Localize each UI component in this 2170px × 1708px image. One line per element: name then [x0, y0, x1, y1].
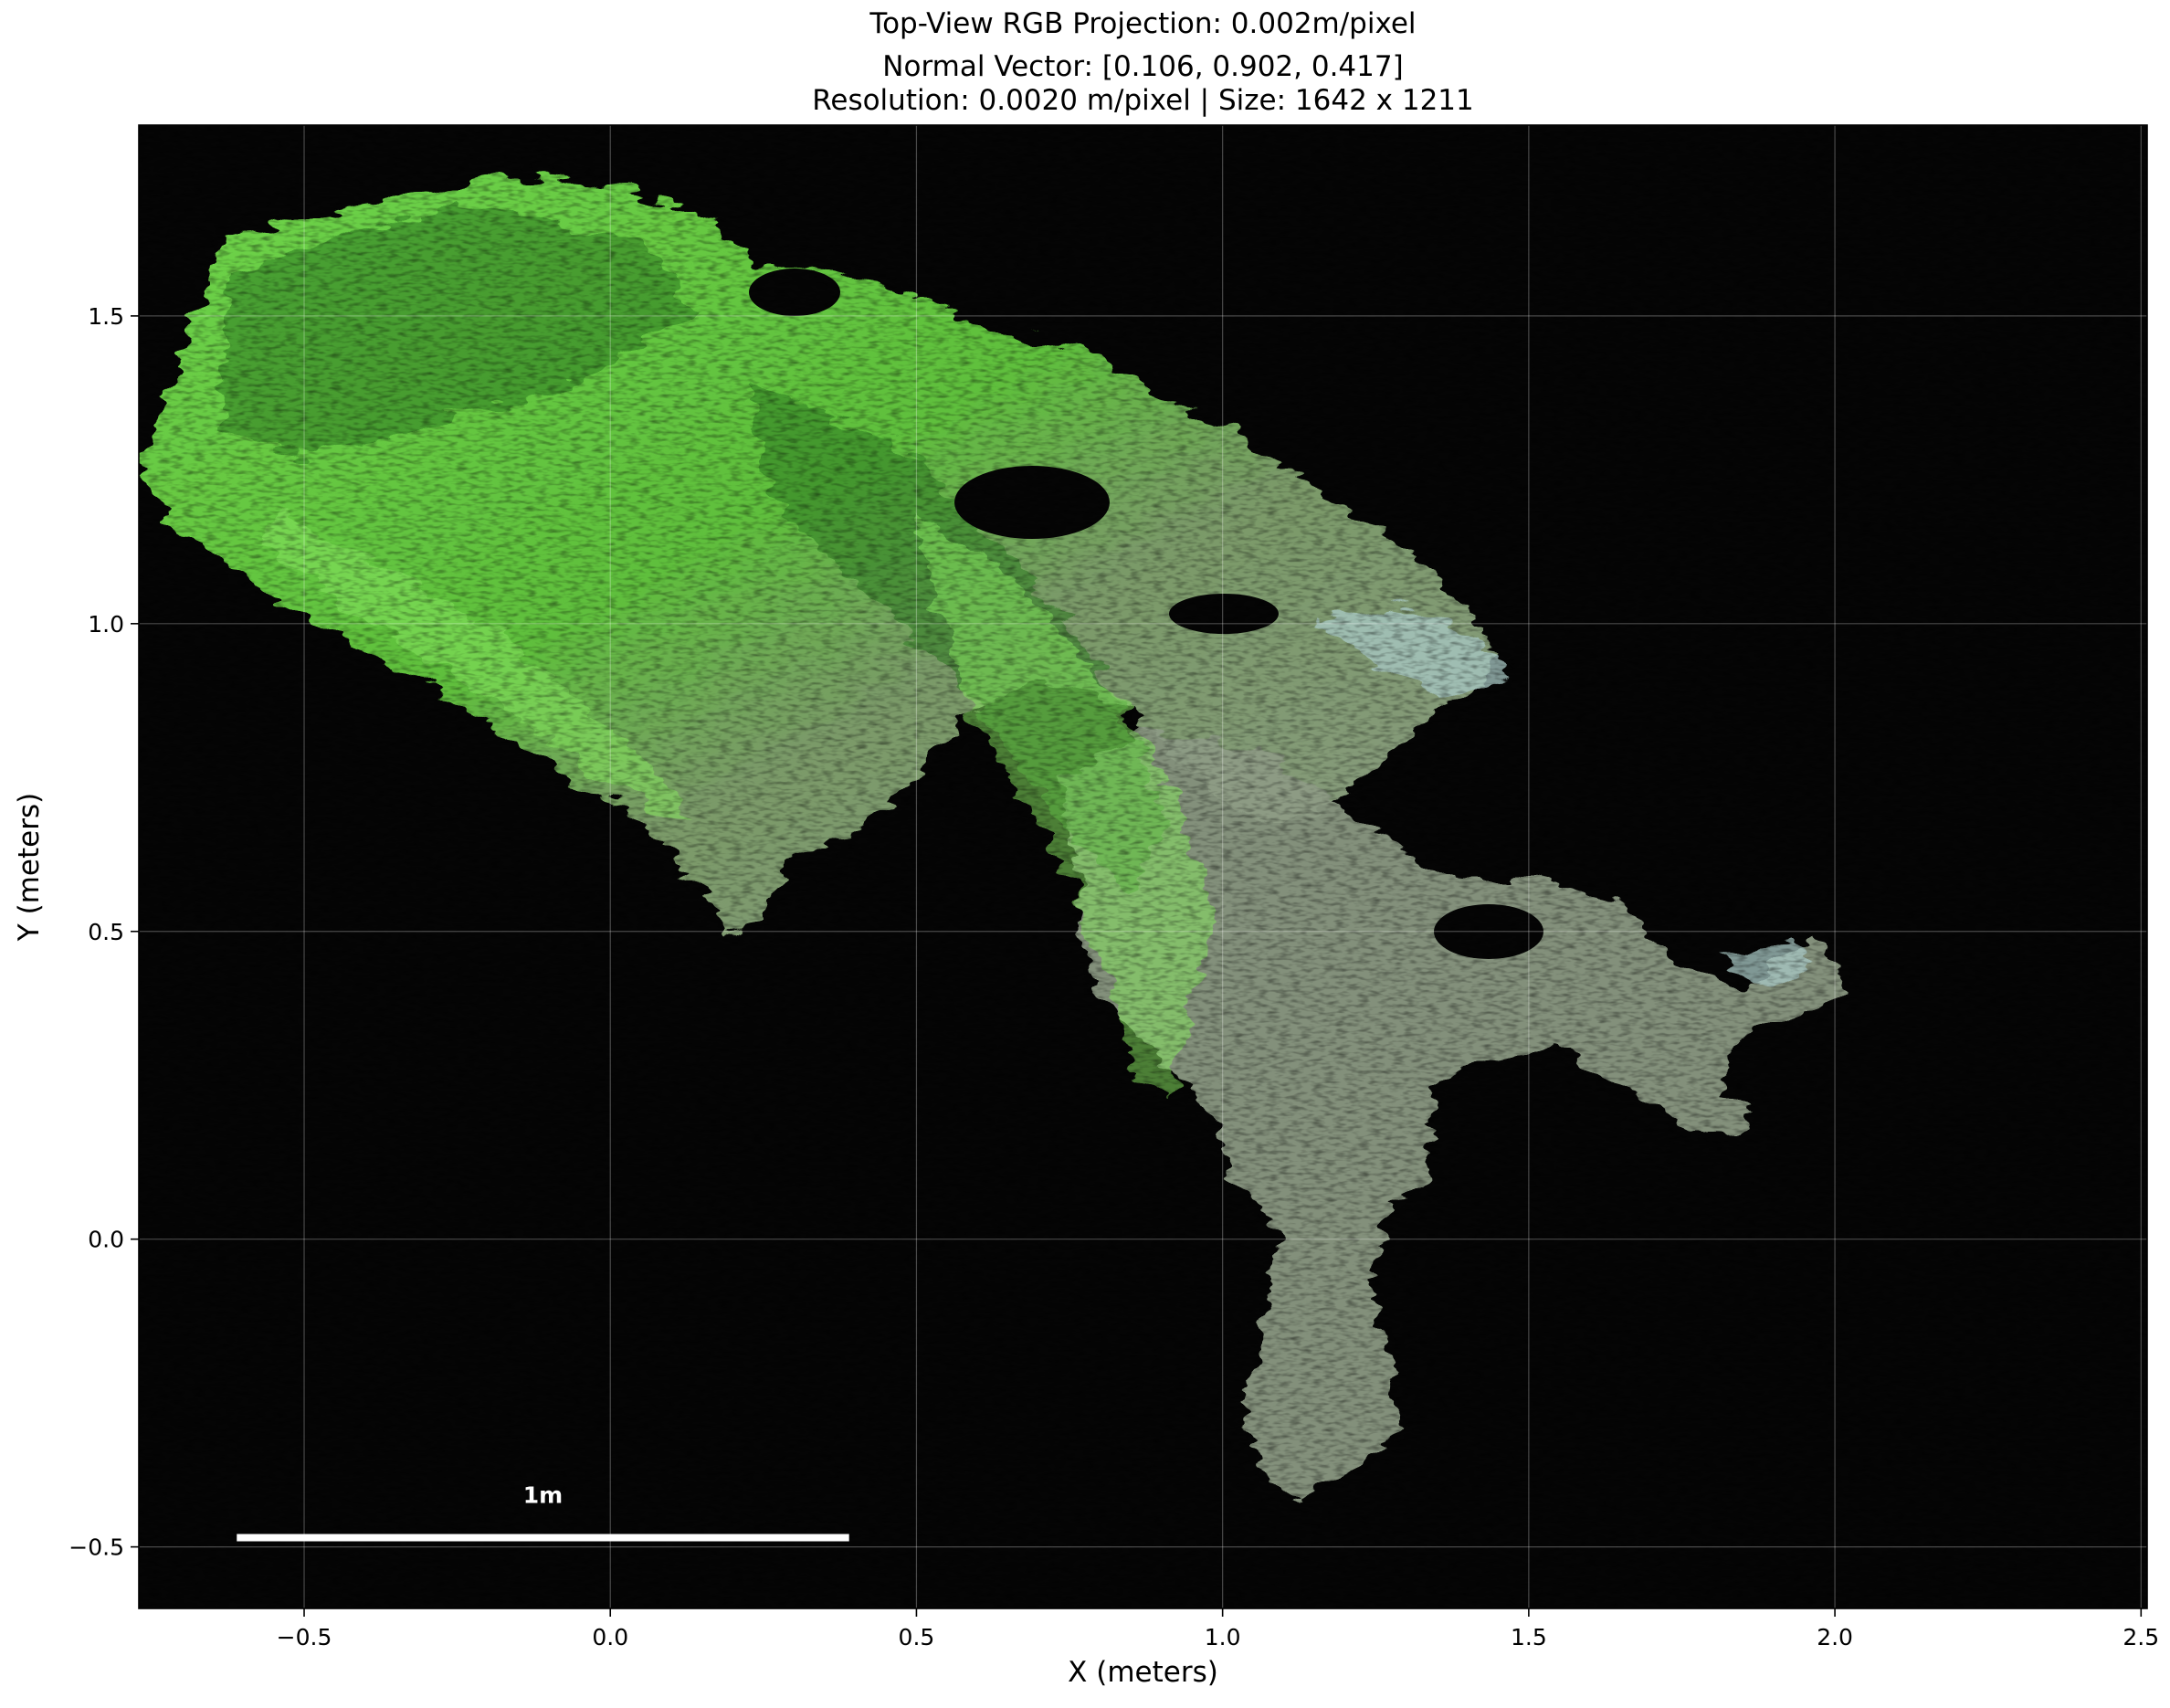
scale-bar-label: 1m	[523, 1482, 563, 1509]
y-tick-label: 1.5	[88, 303, 124, 330]
x-axis-ticks: −0.5 0.0 0.5 1.0 1.5 2.0 2.5	[277, 1608, 2159, 1650]
title-line-2: Normal Vector: [0.106, 0.902, 0.417]	[882, 50, 1403, 83]
y-tick-label: 0.0	[88, 1227, 124, 1253]
vegetation-projection-image	[139, 125, 2147, 1608]
y-axis-label: Y (meters)	[13, 793, 46, 942]
x-tick-label: 2.5	[2123, 1624, 2159, 1650]
chart-title: Top-View RGB Projection: 0.002m/pixel No…	[812, 7, 1474, 117]
x-tick-label: 1.5	[1511, 1624, 1547, 1650]
y-tick-label: −0.5	[68, 1534, 124, 1561]
x-axis-label: X (meters)	[1068, 1656, 1218, 1689]
grid-lines	[139, 125, 2147, 1608]
x-tick-label: 2.0	[1817, 1624, 1853, 1650]
x-tick-label: 0.5	[899, 1624, 935, 1650]
y-axis-ticks: −0.5 0.0 0.5 1.0 1.5	[68, 303, 139, 1561]
y-tick-label: 1.0	[88, 611, 124, 638]
x-tick-label: 0.0	[592, 1624, 628, 1650]
x-tick-label: −0.5	[277, 1624, 332, 1650]
title-line-1: Top-View RGB Projection: 0.002m/pixel	[869, 7, 1416, 40]
y-tick-label: 0.5	[88, 919, 124, 945]
x-tick-label: 1.0	[1205, 1624, 1241, 1650]
plot-frame	[138, 124, 2148, 1609]
title-line-3: Resolution: 0.0020 m/pixel | Size: 1642 …	[812, 84, 1474, 117]
scale-bar: 1m	[237, 1482, 849, 1542]
vegetation-texture	[139, 125, 2147, 1608]
